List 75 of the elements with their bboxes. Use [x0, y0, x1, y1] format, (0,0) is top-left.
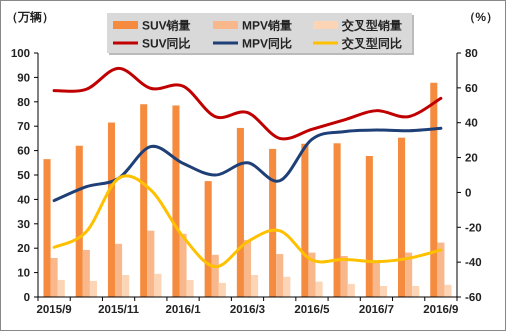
bar: [244, 240, 252, 297]
bar: [366, 156, 373, 297]
bar: [398, 138, 406, 297]
bar: [43, 159, 51, 297]
y-tick-label: 20: [17, 243, 30, 256]
y-tick-label: 60: [17, 146, 30, 158]
bar: [204, 181, 212, 297]
bar: [405, 252, 412, 297]
y2-tick-label: -40: [465, 257, 482, 270]
bar: [430, 82, 438, 297]
bar: [122, 275, 130, 297]
bar: [50, 258, 58, 297]
y2-tick-label: 60: [465, 82, 478, 95]
bar: [115, 244, 122, 297]
bar: [380, 286, 388, 297]
y2-tick-label: 0: [465, 187, 472, 200]
bar: [334, 143, 341, 297]
bar: [437, 242, 444, 297]
bar: [186, 280, 194, 297]
line-series: [52, 126, 442, 202]
x-tick-label: 2015/9: [36, 304, 72, 316]
bar: [90, 280, 97, 297]
y2-axis-title: （%）: [463, 10, 498, 24]
legend-label: SUV同比: [142, 36, 191, 50]
x-tick-label: 2016/9: [423, 304, 458, 316]
bar: [308, 252, 316, 297]
y-tick-label: 90: [17, 72, 30, 84]
y2-tick-label: 40: [465, 118, 478, 130]
y-tick-label: 40: [17, 194, 30, 206]
y-tick-label: 100: [10, 48, 30, 60]
x-tick-label: 2015/11: [98, 304, 140, 316]
y2-tick-label: -20: [465, 222, 482, 234]
bar: [269, 148, 276, 297]
bar: [108, 122, 116, 297]
bar: [218, 282, 226, 297]
bar: [301, 144, 308, 297]
y-tick-label: 70: [17, 121, 30, 134]
bar: [276, 254, 284, 297]
legend-label: 交叉型同比: [341, 36, 402, 50]
y-tick-label: 50: [17, 170, 30, 182]
x-tick-label: 2016/5: [294, 304, 330, 316]
bar: [76, 146, 83, 297]
x-tick-label: 2016/3: [230, 304, 266, 316]
y-tick-label: 80: [17, 96, 30, 109]
y-axis-title: （万辆）: [6, 10, 54, 24]
bar: [444, 284, 452, 297]
bar: [82, 250, 90, 297]
y-tick-label: 30: [17, 218, 30, 231]
bar: [58, 280, 65, 297]
y-tick-label: 0: [24, 292, 30, 304]
bar: [251, 275, 258, 297]
bar: [348, 284, 355, 297]
bar: [236, 128, 244, 297]
bar: [172, 105, 180, 297]
y2-tick-label: -60: [465, 292, 482, 304]
bar: [412, 286, 420, 297]
bar: [372, 262, 380, 297]
y2-tick-label: 20: [465, 152, 478, 165]
legend-label: MPV同比: [242, 36, 292, 50]
bar: [340, 256, 348, 297]
legend-label: MPV销量: [242, 18, 292, 32]
bar: [179, 234, 187, 297]
y2-tick-label: 80: [465, 48, 478, 60]
bar: [140, 104, 148, 297]
legend-label: SUV销量: [142, 18, 191, 32]
bar: [154, 274, 162, 297]
y-tick-label: 10: [17, 268, 30, 280]
legend-label: 交叉型销量: [341, 18, 402, 32]
bar: [147, 230, 154, 297]
bar: [316, 282, 323, 297]
bar: [283, 276, 290, 297]
bar: [212, 254, 219, 297]
x-tick-label: 2016/7: [358, 304, 394, 316]
x-tick-label: 2016/1: [165, 304, 202, 316]
line-series: [52, 66, 442, 140]
